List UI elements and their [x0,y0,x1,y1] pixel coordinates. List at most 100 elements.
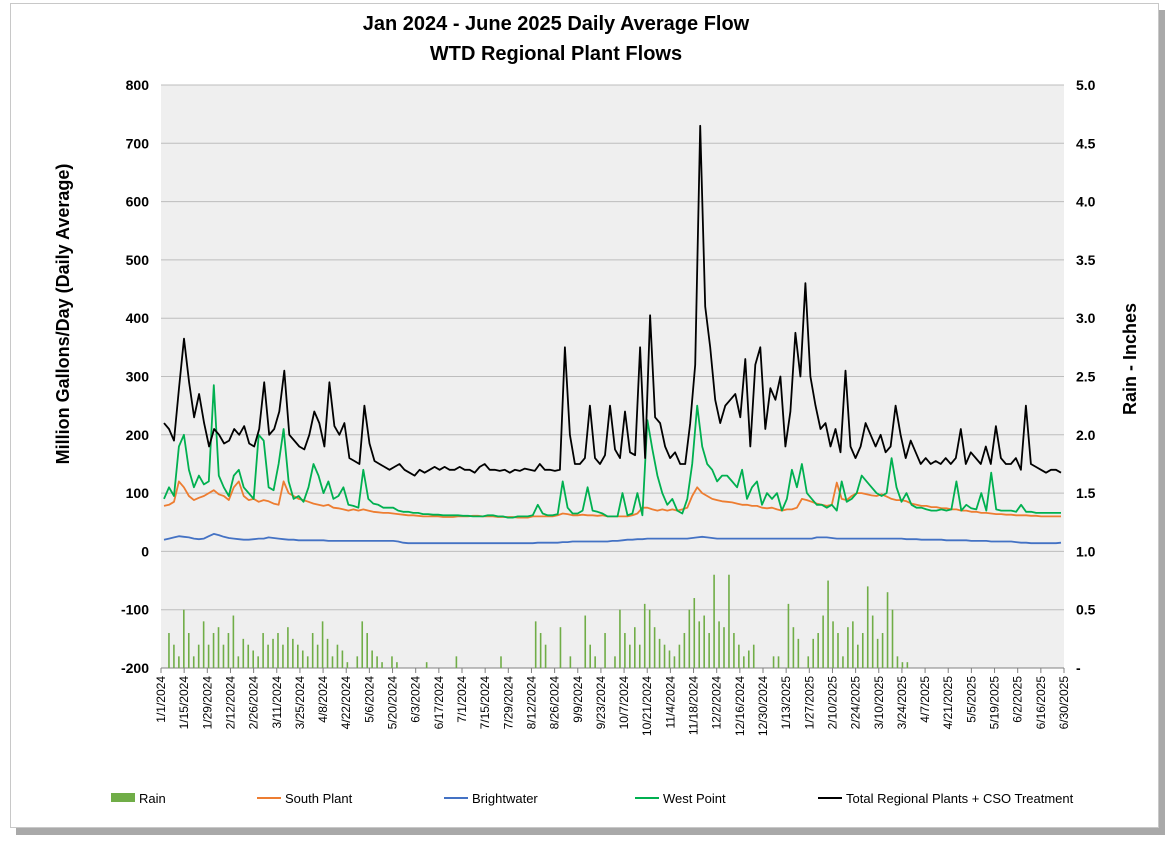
series-line-total-regional-plants-cso-treatment [163,124,1062,477]
rain-bar [738,644,740,668]
x-tick-label: 6/3/2024 [409,676,423,723]
x-tick-label: 10/21/2024 [640,676,654,736]
chart-canvas: Jan 2024 - June 2025 Daily Average Flow … [53,13,1140,806]
x-tick-label: 1/1/2024 [154,676,168,723]
x-tick-label: 1/15/2024 [177,676,191,730]
rain-bar [733,633,735,668]
x-tick-label: 2/24/2025 [849,676,863,730]
rain-bar [534,621,537,668]
rain-bar [624,633,626,668]
rain-bar [396,662,398,668]
rain-bar [842,656,844,668]
rain-bar [653,627,656,668]
rain-bar [455,656,458,668]
rain-bar [713,574,715,668]
rain-bar [693,598,696,668]
rain-bar [594,656,596,668]
rain-bar [306,656,309,668]
y-tick-label: 500 [126,252,150,268]
legend-label: South Plant [285,791,353,806]
rain-bar [584,615,587,668]
x-tick-label: 8/26/2024 [548,676,562,730]
x-tick-label: 11/4/2024 [663,676,677,729]
rain-bar [292,638,294,668]
rain-bar [425,662,428,668]
y-tick-label: 400 [126,310,150,326]
x-tick-label: 3/25/2024 [293,676,307,730]
x-tick-label: 11/18/2024 [687,676,701,735]
gridlines [161,84,1064,669]
y-tick-label: -200 [121,660,149,676]
x-tick-label: 2/26/2024 [247,676,261,730]
rain-bar [634,627,636,668]
y-tick-label: 600 [126,194,150,210]
legend-label: Brightwater [472,791,538,806]
series-lines [163,124,1062,545]
x-tick-label: 9/9/2024 [571,676,585,723]
rain-bar [658,638,661,668]
rain-bar [361,621,364,668]
y2-tick-label: 3.0 [1076,310,1096,326]
rain-bar [703,615,705,668]
rain-bar [197,644,200,668]
rain-bar [376,656,378,668]
x-tick-label: 7/29/2024 [501,676,515,730]
rain-bar [891,609,894,668]
rain-bar [827,580,829,668]
x-axis: 1/1/2024 1/15/2024 1/29/2024 2/12/2024 2/26/… [154,668,1071,736]
rain-bar [673,656,676,668]
rain-bar [227,633,230,668]
x-tick-label: 12/16/2024 [733,676,747,736]
rain-bar [698,621,701,668]
rain-bar [366,633,368,668]
rain-bar [787,603,790,668]
y-tick-label: 800 [126,77,150,93]
y-tick-label: 100 [126,485,150,501]
legend-label: Rain [139,791,166,806]
rain-bar [718,621,720,668]
rain-bar [207,644,210,668]
y2-tick-label: 5.0 [1076,77,1096,93]
y-tick-label: 300 [126,369,150,385]
rain-bar [287,627,289,668]
rain-bar [852,621,854,668]
x-tick-label: 1/29/2024 [200,676,214,730]
y2-tick-label: 0.5 [1076,602,1096,618]
rain-bar [192,656,195,668]
rain-bar [321,621,324,668]
rain-bar [861,633,864,668]
rain-bar [539,633,542,668]
y2-tick-label: 3.5 [1076,252,1096,268]
rain-bar [272,638,274,668]
rain-bar [688,609,691,668]
x-tick-label: 6/2/2025 [1011,676,1025,723]
rain-bar [589,644,591,668]
rain-bar [743,656,745,668]
x-tick-label: 5/5/2025 [964,676,978,723]
rain-bar [282,644,284,668]
x-tick-label: 8/12/2024 [524,676,538,730]
rain-bar [837,633,839,668]
rain-bar [857,644,859,668]
rain-bars [168,574,909,668]
rain-bar [252,650,255,668]
rain-bar [222,644,225,668]
x-tick-label: 3/11/2024 [270,676,284,729]
x-tick-label: 3/10/2025 [872,676,886,730]
y2-tick-label: 2.0 [1076,427,1096,443]
x-tick-label: 2/10/2025 [825,676,839,730]
rain-bar [629,644,631,668]
x-tick-label: 12/2/2024 [710,676,724,730]
x-tick-label: 6/17/2024 [432,676,446,730]
rain-bar [569,656,572,668]
rain-bar [847,627,849,668]
rain-bar [391,656,393,668]
rain-bar [832,621,834,668]
x-tick-label: 10/7/2024 [617,676,631,730]
x-tick-label: 7/15/2024 [478,676,492,730]
rain-bar [648,609,651,668]
rain-bar [896,656,899,668]
rain-bar [792,627,795,668]
rain-bar [772,656,775,668]
rain-bar [212,633,215,668]
